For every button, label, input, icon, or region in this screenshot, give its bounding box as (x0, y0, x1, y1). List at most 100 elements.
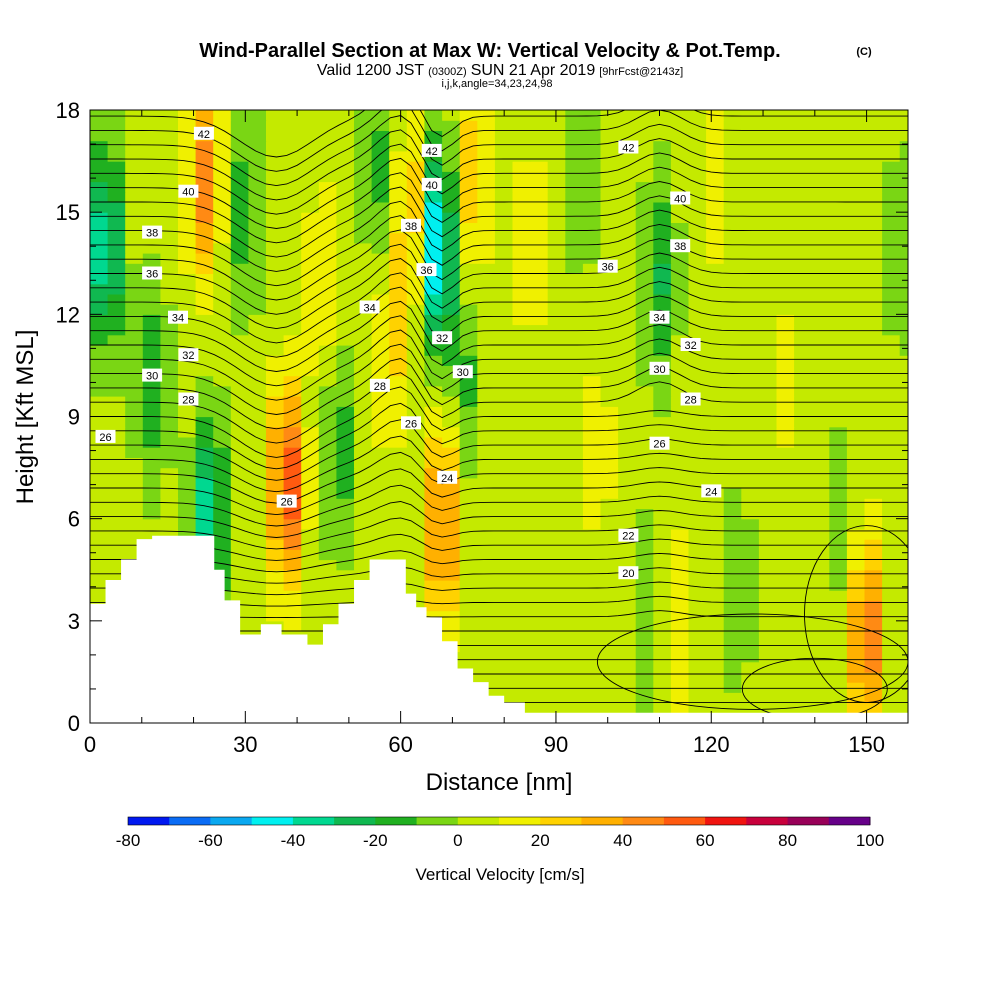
w-cell (389, 518, 408, 530)
w-cell (618, 150, 637, 162)
w-cell (565, 590, 584, 601)
w-cell (442, 355, 461, 366)
w-cell (266, 498, 285, 509)
w-cell (899, 671, 908, 683)
w-cell (670, 580, 690, 591)
w-cell (371, 447, 390, 458)
w-cell (389, 120, 408, 131)
w-cell (582, 508, 602, 520)
w-cell (547, 345, 566, 356)
x-tick-label: 150 (848, 732, 885, 757)
w-cell (600, 580, 619, 591)
w-cell (811, 324, 830, 336)
w-cell (600, 498, 619, 509)
w-cell (618, 457, 637, 469)
w-cell (266, 549, 285, 561)
w-cell (318, 110, 337, 121)
w-cell (371, 477, 390, 489)
w-cell (107, 283, 126, 295)
w-cell (477, 314, 496, 326)
w-cell (688, 130, 707, 142)
w-cell (600, 661, 619, 673)
w-cell (494, 161, 514, 172)
w-cell (530, 436, 549, 448)
w-cell (653, 549, 672, 561)
w-cell (829, 396, 848, 407)
w-cell (618, 334, 637, 346)
w-cell (230, 508, 249, 520)
w-cell (160, 222, 179, 234)
w-cell (618, 651, 637, 663)
w-cell (442, 110, 461, 121)
w-cell (389, 161, 408, 172)
w-cell (494, 304, 514, 315)
w-cell (706, 222, 725, 234)
w-cell (635, 293, 654, 305)
w-cell (776, 651, 795, 663)
w-cell (336, 518, 355, 530)
w-cell (864, 375, 883, 387)
w-cell (442, 375, 461, 387)
w-cell (547, 161, 566, 172)
theta-label: 28 (178, 392, 199, 407)
w-cell (565, 253, 584, 264)
w-cell (653, 181, 672, 193)
w-cell (230, 201, 249, 213)
w-cell (618, 324, 637, 336)
w-cell (723, 559, 742, 571)
w-cell (706, 365, 725, 377)
w-cell (406, 406, 425, 418)
w-cell (477, 580, 496, 591)
w-cell (776, 406, 795, 418)
w-cell (882, 181, 901, 193)
w-cell (688, 416, 707, 428)
w-cell (829, 385, 848, 397)
w-cell (494, 293, 514, 305)
colorbar-frame (127, 816, 871, 826)
w-cell (706, 283, 725, 295)
w-cell (723, 518, 742, 530)
w-cell (530, 651, 549, 663)
w-cell (494, 580, 514, 591)
w-cell (301, 580, 320, 591)
w-cell (248, 140, 267, 152)
w-cell (248, 120, 267, 131)
w-cell (635, 590, 654, 601)
w-cell (494, 140, 514, 152)
w-cell (266, 447, 285, 458)
w-cell (547, 416, 566, 428)
w-cell (741, 416, 760, 428)
w-cell (829, 539, 848, 550)
w-cell (882, 488, 901, 499)
w-cell (794, 110, 813, 121)
w-cell (688, 549, 707, 561)
w-cell (125, 171, 144, 183)
w-cell (125, 488, 144, 499)
w-cell (582, 682, 602, 693)
w-cell (565, 355, 584, 366)
w-cell (600, 140, 619, 152)
w-cell (459, 263, 478, 274)
w-cell (178, 508, 197, 520)
w-cell (653, 539, 672, 550)
w-cell (160, 232, 179, 244)
w-cell (829, 324, 848, 336)
w-cell (283, 232, 302, 244)
w-cell (829, 222, 848, 234)
w-cell (618, 661, 637, 673)
w-cell (248, 222, 267, 234)
w-cell (618, 702, 637, 714)
w-cell (160, 283, 179, 295)
w-cell (618, 171, 637, 183)
w-cell (565, 498, 584, 509)
w-cell (741, 682, 760, 693)
w-cell (230, 253, 249, 264)
w-cell (318, 447, 337, 458)
w-cell (688, 161, 707, 172)
w-cell (846, 273, 866, 285)
w-cell (371, 396, 390, 407)
w-cell (354, 488, 373, 499)
w-cell (283, 406, 302, 418)
w-cell (477, 549, 496, 561)
w-cell (512, 406, 531, 418)
